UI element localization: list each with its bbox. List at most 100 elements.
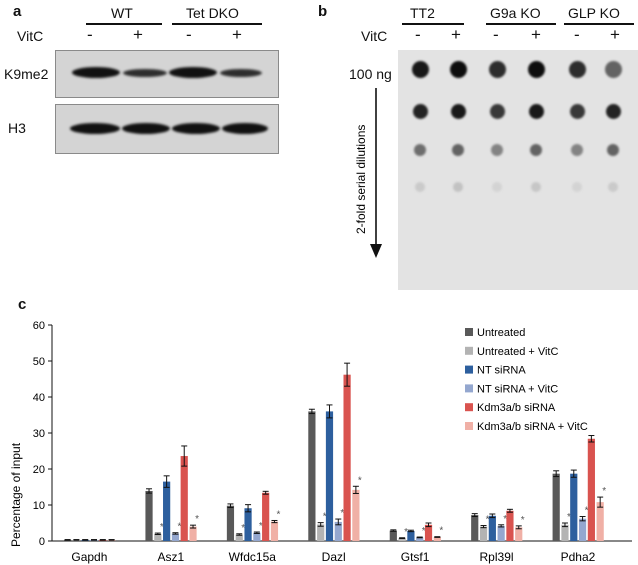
- group-wt-label: WT: [111, 5, 133, 21]
- blot-dot: [530, 144, 542, 156]
- blot-dot: [607, 144, 619, 156]
- legend-label: NT siRNA + VitC: [477, 383, 558, 395]
- y-tick-label: 20: [33, 464, 45, 476]
- bar: [497, 525, 505, 541]
- vitc-label-b: VitC: [361, 28, 388, 44]
- legend-swatch: [465, 328, 473, 336]
- vitc-label-a: VitC: [17, 28, 44, 44]
- blot-dot: [452, 144, 464, 156]
- bar: [253, 532, 261, 541]
- bar-chart: 0 10 20 30 40 50 60 * * * * * * * * * * * * * * * * * * Gapdh As…: [9, 320, 632, 564]
- blot-dot: [568, 60, 586, 78]
- bar: [479, 526, 488, 541]
- significance-mark: *: [521, 515, 525, 526]
- bar: [352, 489, 360, 541]
- y-tick-label: 0: [39, 536, 45, 548]
- significance-mark: *: [567, 512, 571, 523]
- bar: [171, 533, 180, 541]
- dot-blot-membrane: [398, 50, 638, 290]
- bar: [145, 490, 153, 541]
- group-tetdko-line: [172, 23, 262, 25]
- k9me2-band: [169, 67, 217, 78]
- blot-dot: [605, 103, 621, 119]
- blot-dot: [527, 60, 545, 78]
- bar: [244, 508, 252, 541]
- lane-sign-b1: -: [415, 25, 421, 44]
- lane-sign-b2: +: [451, 25, 461, 44]
- h3-band: [172, 123, 220, 134]
- bar: [389, 530, 397, 541]
- blot-dot: [450, 103, 466, 119]
- bar: [163, 481, 171, 541]
- h3-label: H3: [8, 120, 26, 136]
- group-glp-label: GLP KO: [568, 5, 620, 21]
- bar: [270, 521, 279, 541]
- significance-mark: *: [358, 475, 362, 486]
- bar: [506, 510, 514, 541]
- group-g9a-line: [486, 23, 556, 25]
- bar: [471, 515, 479, 541]
- legend-label: NT siRNA: [477, 365, 526, 377]
- significance-mark: *: [340, 508, 344, 519]
- bar: [334, 521, 342, 541]
- h3-blot: [55, 104, 279, 154]
- significance-mark: *: [486, 515, 490, 526]
- y-tick-label: 10: [33, 500, 45, 512]
- k9me2-band: [220, 69, 262, 77]
- blot-dot: [453, 182, 463, 192]
- bar: [226, 505, 235, 541]
- bar: [570, 473, 578, 541]
- lane-sign-a1: -: [87, 25, 93, 44]
- h3-band: [222, 123, 268, 134]
- legend-label: Untreated + VitC: [477, 346, 558, 358]
- blot-dot: [415, 182, 425, 192]
- dilution-arrow: 2-fold serial dilutions: [354, 88, 382, 258]
- x-tick-label: Asz1: [157, 550, 184, 564]
- group-tetdko-label: Tet DKO: [186, 5, 239, 21]
- legend-swatch: [465, 403, 473, 412]
- significance-mark: *: [160, 522, 164, 533]
- dilution-label: 2-fold serial dilutions: [354, 125, 368, 234]
- blot-dot: [572, 182, 582, 192]
- significance-mark: *: [439, 526, 443, 537]
- lane-sign-a2: +: [133, 25, 143, 44]
- significance-mark: *: [404, 527, 408, 538]
- lane-sign-b6: +: [610, 25, 620, 44]
- significance-mark: *: [195, 514, 199, 525]
- bar: [317, 524, 325, 541]
- y-axis-label: Percentage of input: [9, 442, 23, 547]
- k9me2-band: [123, 69, 167, 77]
- bar: [587, 438, 595, 541]
- blot-dot: [414, 144, 426, 156]
- x-tick-label: Gapdh: [71, 550, 107, 564]
- h3-band: [122, 123, 170, 134]
- legend-label: Kdm3a/b siRNA: [477, 402, 556, 414]
- panel-c-letter: c: [18, 296, 27, 313]
- legend-label: Kdm3a/b siRNA + VitC: [477, 421, 588, 433]
- k9me2-blot: [55, 50, 279, 98]
- h3-band: [70, 123, 120, 134]
- k9me2-label: K9me2: [4, 66, 49, 82]
- blot-dot: [411, 60, 429, 78]
- lane-sign-b3: -: [493, 25, 499, 44]
- bar: [416, 537, 424, 541]
- blot-dot: [608, 182, 618, 192]
- lane-sign-b5: -: [574, 25, 580, 44]
- lane-sign-b4: +: [531, 25, 541, 44]
- y-tick-label: 60: [33, 320, 45, 332]
- legend-swatch: [465, 422, 473, 430]
- bar: [407, 530, 415, 541]
- significance-mark: *: [422, 526, 426, 537]
- lane-sign-a3: -: [186, 25, 192, 44]
- group-wt-line: [86, 23, 162, 25]
- panel-b-letter: b: [318, 3, 328, 20]
- blot-dot: [571, 144, 583, 156]
- legend-swatch: [465, 384, 473, 393]
- blot-dot: [489, 103, 505, 119]
- group-glp-line: [564, 23, 634, 25]
- group-tt2-line: [402, 23, 464, 25]
- bar: [578, 518, 587, 541]
- blot-dot: [412, 103, 428, 119]
- bar: [180, 456, 188, 541]
- blot-dot: [491, 144, 503, 156]
